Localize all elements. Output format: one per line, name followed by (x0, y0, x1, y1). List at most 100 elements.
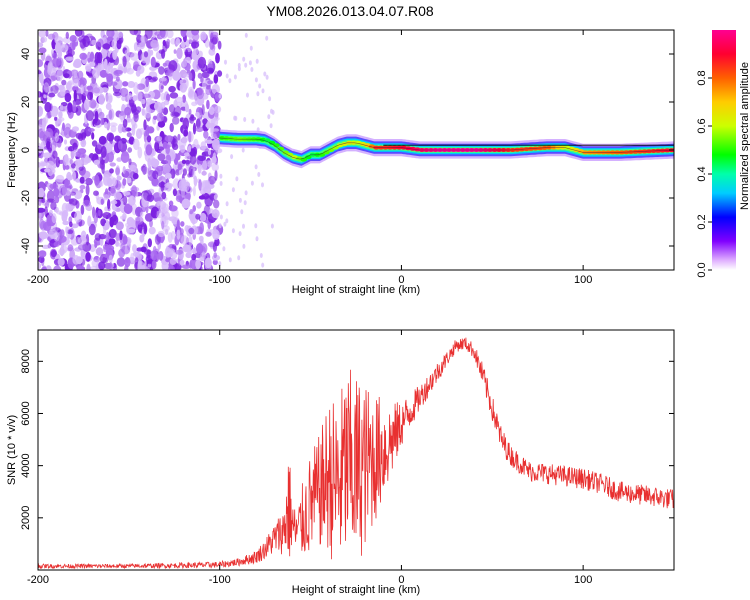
noise-blob (192, 167, 196, 180)
y-tick-label: 0 (20, 147, 32, 153)
noise-blob (211, 209, 220, 219)
noise-blob (244, 62, 248, 68)
noise-blob (38, 198, 42, 207)
noise-blob (44, 101, 52, 113)
noise-blob (93, 190, 99, 196)
snr-panel: -200 -100 0 100 2000 4000 6000 8000 Height of s… (6, 329, 675, 596)
noise-blob (66, 174, 74, 181)
noise-blob (76, 265, 86, 270)
noise-blob (166, 69, 175, 77)
noise-blob (119, 87, 129, 97)
noise-blob (100, 118, 105, 126)
noise-blob (156, 136, 163, 142)
noise-blob (111, 38, 117, 50)
noise-blob (88, 72, 93, 79)
noise-blob (103, 58, 108, 70)
noise-blob (75, 132, 83, 140)
noise-blob (192, 205, 196, 212)
noise-blob (235, 176, 239, 182)
noise-blob (188, 91, 197, 100)
noise-blob (195, 126, 204, 133)
noise-blob (88, 223, 96, 236)
noise-blob (97, 209, 101, 217)
noise-blob (196, 201, 202, 209)
ridge-segment (268, 140, 276, 145)
noise-blob (121, 245, 131, 255)
noise-blob (192, 186, 196, 197)
noise-blob (132, 244, 137, 253)
noise-blob (166, 38, 171, 46)
noise-blob (80, 84, 84, 95)
noise-blob (103, 121, 108, 129)
noise-blob (104, 206, 109, 212)
noise-blob (191, 30, 199, 36)
noise-blob (93, 84, 101, 97)
noise-blob (164, 172, 172, 180)
noise-blob (81, 95, 85, 102)
noise-blob (192, 248, 196, 255)
noise-blob (69, 198, 78, 206)
ridge-segment (286, 152, 294, 157)
noise-blob (213, 74, 219, 84)
noise-blob (89, 61, 96, 67)
noise-blob (140, 246, 147, 253)
noise-blob (109, 162, 117, 167)
noise-blob (160, 77, 167, 82)
noise-blob (180, 221, 185, 227)
colorbar-tick-label: 0.6 (696, 118, 708, 133)
noise-blob (48, 229, 58, 240)
noise-blob (183, 129, 189, 137)
noise-blob (108, 238, 116, 246)
noise-blob (169, 122, 174, 133)
noise-blob (124, 106, 132, 116)
noise-blob (188, 108, 192, 115)
noise-blob (90, 39, 97, 46)
noise-blob (144, 30, 153, 39)
noise-blob (270, 223, 274, 229)
noise-blob (139, 211, 144, 218)
noise-blob (146, 135, 152, 143)
ridge-centerline (219, 137, 674, 160)
noise-blob (203, 204, 211, 217)
ridge-segment (305, 155, 312, 160)
noise-blob (197, 163, 202, 174)
noise-blob (110, 125, 117, 133)
noise-blob (238, 197, 242, 203)
noise-blob (50, 250, 57, 258)
noise-blob (205, 231, 212, 237)
noise-blob (42, 121, 46, 132)
noise-blob (75, 158, 82, 167)
noise-blob (213, 199, 220, 209)
noise-blob (194, 96, 199, 105)
noise-blob (38, 187, 45, 199)
noise-blob (54, 42, 62, 54)
noise-blob (231, 228, 235, 234)
noise-blob (86, 263, 91, 270)
noise-blob (206, 120, 211, 130)
noise-blob (268, 96, 272, 102)
snr-ylabel: SNR (10 * v/v) (6, 415, 18, 485)
noise-blob (93, 212, 99, 224)
noise-blob (122, 81, 129, 87)
noise-blob (74, 210, 82, 223)
noise-blob (55, 156, 60, 168)
ridge-segment (323, 150, 330, 155)
noise-blob (261, 88, 265, 94)
noise-blob (45, 127, 54, 139)
noise-blob (146, 259, 154, 265)
noise-blob (89, 52, 94, 62)
noise-blob (112, 49, 118, 60)
noise-blob (102, 174, 111, 186)
noise-blob (109, 216, 114, 228)
noise-blob (122, 235, 128, 245)
noise-blob (72, 142, 78, 150)
noise-blob (77, 153, 85, 158)
y-tick-label: 20 (20, 96, 32, 108)
noise-blob (87, 215, 92, 227)
noise-blob (69, 221, 73, 228)
noise-blob (128, 195, 136, 206)
noise-blob (197, 155, 206, 161)
noise-blob (69, 35, 77, 43)
noise-blob (51, 52, 58, 60)
